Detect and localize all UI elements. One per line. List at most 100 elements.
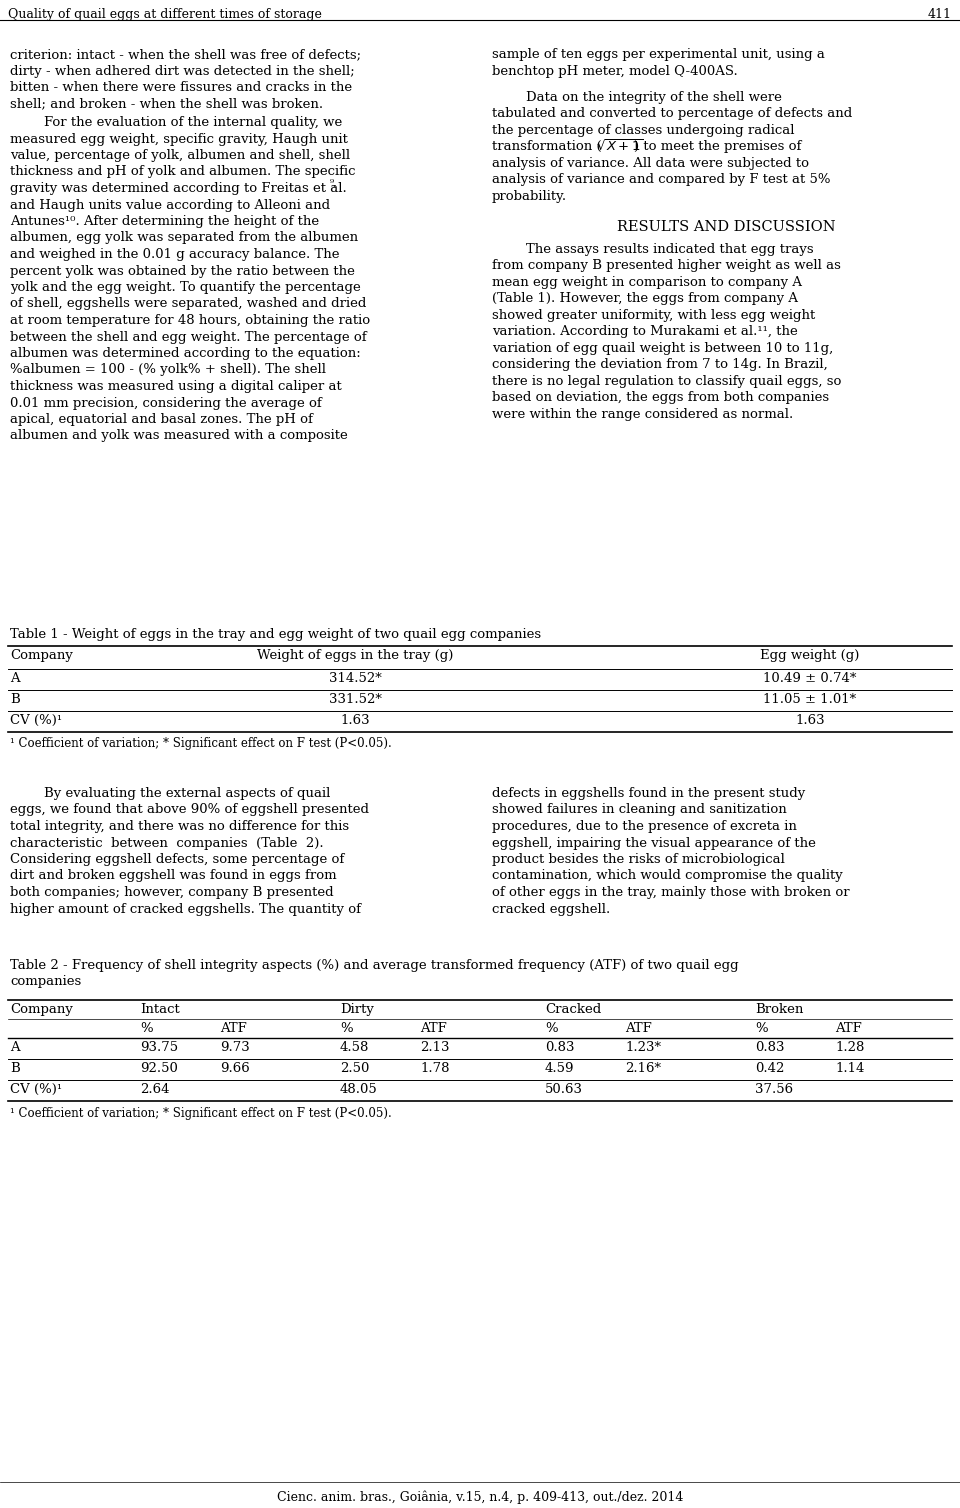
Text: A: A [10, 1041, 19, 1054]
Text: mean egg weight in comparison to company A: mean egg weight in comparison to company… [492, 276, 802, 290]
Text: considering the deviation from 7 to 14g. In Brazil,: considering the deviation from 7 to 14g.… [492, 359, 828, 371]
Text: based on deviation, the eggs from both companies: based on deviation, the eggs from both c… [492, 392, 829, 404]
Text: characteristic  between  companies  (Table  2).: characteristic between companies (Table … [10, 837, 324, 849]
Text: showed greater uniformity, with less egg weight: showed greater uniformity, with less egg… [492, 309, 815, 321]
Text: 2.13: 2.13 [420, 1041, 449, 1054]
Text: ATF: ATF [420, 1022, 446, 1034]
Text: higher amount of cracked eggshells. The quantity of: higher amount of cracked eggshells. The … [10, 902, 361, 915]
Text: 1.14: 1.14 [835, 1062, 864, 1075]
Text: were within the range considered as normal.: were within the range considered as norm… [492, 407, 793, 421]
Text: sample of ten eggs per experimental unit, using a: sample of ten eggs per experimental unit… [492, 48, 825, 60]
Text: 411: 411 [928, 8, 952, 21]
Text: Broken: Broken [755, 1003, 804, 1016]
Text: gravity was determined according to Freitas et al.: gravity was determined according to Frei… [10, 182, 347, 195]
Text: Company: Company [10, 1003, 73, 1016]
Text: 11.05 ± 1.01*: 11.05 ± 1.01* [763, 694, 856, 706]
Text: ¹ Coefficient of variation; * Significant effect on F test (P<0.05).: ¹ Coefficient of variation; * Significan… [10, 1107, 392, 1120]
Text: eggs, we found that above 90% of eggshell presented: eggs, we found that above 90% of eggshel… [10, 804, 369, 816]
Text: benchtop pH meter, model Q-400AS.: benchtop pH meter, model Q-400AS. [492, 65, 737, 77]
Text: dirt and broken eggshell was found in eggs from: dirt and broken eggshell was found in eg… [10, 870, 337, 882]
Text: The assays results indicated that egg trays: The assays results indicated that egg tr… [492, 243, 814, 256]
Text: yolk and the egg weight. To quantify the percentage: yolk and the egg weight. To quantify the… [10, 280, 361, 294]
Text: 37.56: 37.56 [755, 1083, 793, 1096]
Text: 0.42: 0.42 [755, 1062, 784, 1075]
Text: Table 1 - Weight of eggs in the tray and egg weight of two quail egg companies: Table 1 - Weight of eggs in the tray and… [10, 627, 541, 641]
Text: Cracked: Cracked [545, 1003, 601, 1016]
Text: eggshell, impairing the visual appearance of the: eggshell, impairing the visual appearanc… [492, 837, 816, 849]
Text: ATF: ATF [220, 1022, 247, 1034]
Text: bitten - when there were fissures and cracks in the: bitten - when there were fissures and cr… [10, 81, 352, 93]
Text: B: B [10, 1062, 20, 1075]
Text: %: % [755, 1022, 768, 1034]
Text: %: % [545, 1022, 558, 1034]
Text: Table 2 - Frequency of shell integrity aspects (%) and average transformed frequ: Table 2 - Frequency of shell integrity a… [10, 959, 738, 973]
Text: albumen was determined according to the equation:: albumen was determined according to the … [10, 347, 361, 360]
Text: Dirty: Dirty [340, 1003, 373, 1016]
Text: %: % [340, 1022, 352, 1034]
Text: 4.59: 4.59 [545, 1062, 574, 1075]
Text: %albumen = 100 - (% yolk% + shell). The shell: %albumen = 100 - (% yolk% + shell). The … [10, 363, 326, 377]
Text: 50.63: 50.63 [545, 1083, 583, 1096]
Text: CV (%)¹: CV (%)¹ [10, 1083, 62, 1096]
Text: For the evaluation of the internal quality, we: For the evaluation of the internal quali… [10, 116, 343, 130]
Text: RESULTS AND DISCUSSION: RESULTS AND DISCUSSION [616, 220, 835, 234]
Text: 1.78: 1.78 [420, 1062, 449, 1075]
Text: 48.05: 48.05 [340, 1083, 377, 1096]
Text: Data on the integrity of the shell were: Data on the integrity of the shell were [492, 90, 781, 104]
Text: measured egg weight, specific gravity, Haugh unit: measured egg weight, specific gravity, H… [10, 133, 348, 145]
Text: 0.83: 0.83 [545, 1041, 574, 1054]
Text: By evaluating the external aspects of quail: By evaluating the external aspects of qu… [10, 787, 330, 801]
Text: 1.63: 1.63 [340, 713, 370, 727]
Text: (Table 1). However, the eggs from company A: (Table 1). However, the eggs from compan… [492, 293, 798, 306]
Text: analysis of variance. All data were subjected to: analysis of variance. All data were subj… [492, 157, 809, 170]
Text: 2.50: 2.50 [340, 1062, 370, 1075]
Text: and weighed in the 0.01 g accuracy balance. The: and weighed in the 0.01 g accuracy balan… [10, 247, 340, 261]
Text: B: B [10, 694, 20, 706]
Text: thickness and pH of yolk and albumen. The specific: thickness and pH of yolk and albumen. Th… [10, 166, 355, 178]
Text: the percentage of classes undergoing radical: the percentage of classes undergoing rad… [492, 124, 795, 137]
Text: ATF: ATF [835, 1022, 862, 1034]
Text: 0.01 mm precision, considering the average of: 0.01 mm precision, considering the avera… [10, 397, 322, 410]
Text: $\sqrt{X+1}$: $\sqrt{X+1}$ [596, 139, 643, 154]
Text: analysis of variance and compared by F test at 5%: analysis of variance and compared by F t… [492, 173, 830, 187]
Text: 93.75: 93.75 [140, 1041, 179, 1054]
Text: value, percentage of yolk, albumen and shell, shell: value, percentage of yolk, albumen and s… [10, 149, 350, 161]
Text: tabulated and converted to percentage of defects and: tabulated and converted to percentage of… [492, 107, 852, 121]
Text: Quality of quail eggs at different times of storage: Quality of quail eggs at different times… [8, 8, 322, 21]
Text: apical, equatorial and basal zones. The pH of: apical, equatorial and basal zones. The … [10, 413, 313, 425]
Text: 2.16*: 2.16* [625, 1062, 661, 1075]
Text: ¹ Coefficient of variation; * Significant effect on F test (P<0.05).: ¹ Coefficient of variation; * Significan… [10, 737, 392, 749]
Text: ⁹,: ⁹, [330, 179, 337, 188]
Text: procedures, due to the presence of excreta in: procedures, due to the presence of excre… [492, 820, 797, 832]
Text: 4.58: 4.58 [340, 1041, 370, 1054]
Text: thickness was measured using a digital caliper at: thickness was measured using a digital c… [10, 380, 342, 394]
Text: ATF: ATF [625, 1022, 652, 1034]
Text: 92.50: 92.50 [140, 1062, 178, 1075]
Text: %: % [140, 1022, 153, 1034]
Text: albumen, egg yolk was separated from the albumen: albumen, egg yolk was separated from the… [10, 232, 358, 244]
Text: 1.23*: 1.23* [625, 1041, 661, 1054]
Text: Egg weight (g): Egg weight (g) [760, 648, 860, 662]
Text: from company B presented higher weight as well as: from company B presented higher weight a… [492, 259, 841, 273]
Text: Weight of eggs in the tray (g): Weight of eggs in the tray (g) [257, 648, 453, 662]
Text: both companies; however, company B presented: both companies; however, company B prese… [10, 887, 334, 899]
Text: at room temperature for 48 hours, obtaining the ratio: at room temperature for 48 hours, obtain… [10, 314, 371, 327]
Text: contamination, which would compromise the quality: contamination, which would compromise th… [492, 870, 843, 882]
Text: defects in eggshells found in the present study: defects in eggshells found in the presen… [492, 787, 805, 801]
Text: Company: Company [10, 648, 73, 662]
Text: 1.63: 1.63 [795, 713, 825, 727]
Text: criterion: intact - when the shell was free of defects;: criterion: intact - when the shell was f… [10, 48, 361, 60]
Text: CV (%)¹: CV (%)¹ [10, 713, 62, 727]
Text: Considering eggshell defects, some percentage of: Considering eggshell defects, some perce… [10, 854, 345, 866]
Text: companies: companies [10, 976, 82, 989]
Text: 1.28: 1.28 [835, 1041, 864, 1054]
Text: Intact: Intact [140, 1003, 180, 1016]
Text: there is no legal regulation to classify quail eggs, so: there is no legal regulation to classify… [492, 375, 841, 388]
Text: 314.52*: 314.52* [328, 673, 381, 685]
Text: total integrity, and there was no difference for this: total integrity, and there was no differ… [10, 820, 349, 832]
Text: 331.52*: 331.52* [328, 694, 381, 706]
Text: 2.64: 2.64 [140, 1083, 170, 1096]
Text: cracked eggshell.: cracked eggshell. [492, 902, 611, 915]
Text: showed failures in cleaning and sanitization: showed failures in cleaning and sanitiza… [492, 804, 787, 816]
Text: albumen and yolk was measured with a composite: albumen and yolk was measured with a com… [10, 430, 348, 442]
